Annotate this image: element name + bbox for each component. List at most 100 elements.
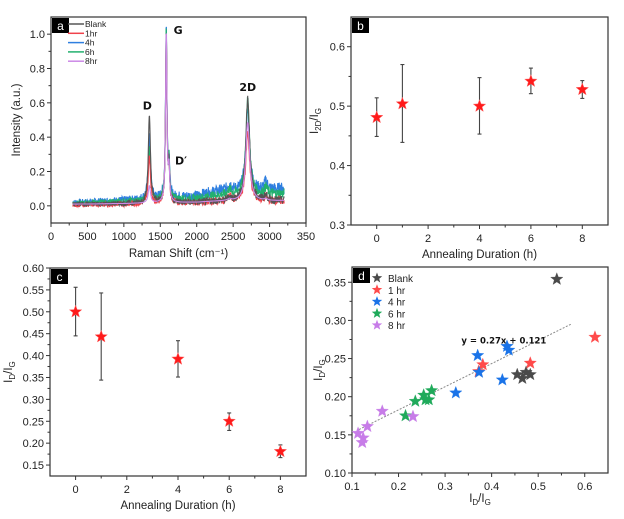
legend-label: 4h xyxy=(85,38,95,48)
legend-label: 1hr xyxy=(85,28,97,38)
y-tick-label: 0.50 xyxy=(23,307,44,319)
y-tick-label: 0.20 xyxy=(23,438,44,450)
y-tick-label: 0.6 xyxy=(30,98,45,110)
data-point-star xyxy=(524,73,538,88)
label-sub: G xyxy=(318,359,327,365)
x-tick-label: 0 xyxy=(374,233,380,245)
data-point-star xyxy=(395,96,410,110)
y-tick-label: 0.60 xyxy=(23,263,44,275)
label-slash: /I xyxy=(3,367,15,373)
x-tick-label: 0.3 xyxy=(437,481,452,493)
panel-label: a xyxy=(57,19,64,33)
series-line-blank xyxy=(72,34,285,208)
legend-label: 4 hr xyxy=(388,298,406,309)
x-tick-label: 6 xyxy=(226,484,232,496)
x-axis-label: Annealing Duration (h) xyxy=(422,249,537,261)
data-point-star xyxy=(523,356,537,369)
y-tick-label: 0.3 xyxy=(330,220,345,232)
y-tick-label: 0.25 xyxy=(325,354,346,366)
label-sub: G xyxy=(314,108,323,114)
label-main: I xyxy=(309,131,321,134)
y-tick-label: 0.6 xyxy=(330,42,345,54)
data-point-star xyxy=(575,82,590,96)
y-tick-label: 0.5 xyxy=(330,101,345,113)
data-point-star xyxy=(360,419,374,433)
y-tick-label: 0.40 xyxy=(23,351,44,363)
plot-frame xyxy=(351,266,609,474)
data-point-star xyxy=(523,367,537,381)
x-tick-label: 0.5 xyxy=(531,481,546,493)
y-tick-label: 1.0 xyxy=(30,29,45,41)
x-tick-label: 4 xyxy=(476,233,482,245)
data-point-star xyxy=(94,329,109,343)
legend-label: 6 hr xyxy=(388,309,406,320)
data-point-star xyxy=(550,272,564,285)
y-tick-label: 0.55 xyxy=(23,285,44,297)
x-tick-label: 0 xyxy=(48,231,54,243)
y-axis-label: I2D/IG xyxy=(309,108,323,134)
label-main: I xyxy=(3,380,15,383)
x-tick-label: 0.1 xyxy=(344,481,359,493)
x-tick-label: 1000 xyxy=(112,231,136,243)
y-tick-label: 0.35 xyxy=(325,277,346,289)
panel-b: 0 2 4 6 8 0.3 0.4 0.5 0.6 b Annealing Duration (h)… xyxy=(309,16,609,261)
panel-label-bg xyxy=(51,269,68,284)
data-point-star xyxy=(515,371,529,384)
data-point-star xyxy=(422,392,436,406)
y-tick-label: 0.15 xyxy=(325,430,346,442)
data-point-star xyxy=(171,351,185,365)
legend-label: 8 hr xyxy=(388,321,406,332)
x-tick-label: 500 xyxy=(78,231,96,243)
x-tick-label: 8 xyxy=(579,233,585,245)
data-point-star xyxy=(476,357,490,371)
data-point-star xyxy=(449,385,463,399)
x-axis-label: Annealing Duration (h) xyxy=(120,500,235,512)
x-tick-label: 8 xyxy=(277,484,283,496)
x-tick-label: 2 xyxy=(124,484,130,496)
data-point-star xyxy=(502,343,516,356)
y-tick-label: 0.25 xyxy=(23,416,44,428)
panel-a: 0 500 1000 1500 2000 2500 3000 350 0.0 0.2 0.4 0.6 0… xyxy=(11,16,315,260)
peak-label: D′ xyxy=(175,155,187,168)
label-main: I xyxy=(469,493,472,505)
peak-label: D xyxy=(143,100,152,113)
y-tick-label: 0.8 xyxy=(30,64,45,76)
y-tick-label: 0.30 xyxy=(23,394,44,406)
legend-label: Blank xyxy=(388,274,414,285)
label-slash: /I xyxy=(478,493,484,505)
x-tick-label: 0.2 xyxy=(391,481,406,493)
x-tick-label: 0 xyxy=(73,484,79,496)
label-main: I xyxy=(313,378,325,381)
legend-label: 8hr xyxy=(85,56,97,66)
series-line-8hr xyxy=(72,32,285,205)
x-tick-label: 2 xyxy=(425,233,431,245)
label-sub: 2D xyxy=(314,120,323,130)
label-sub: D xyxy=(472,498,478,507)
y-tick-label: 0.4 xyxy=(30,132,45,144)
data-point-star xyxy=(495,372,509,386)
y-tick-label: 0.10 xyxy=(325,468,346,480)
legend-label: Blank xyxy=(85,19,107,29)
fit-equation: y = 0.27x + 0.121 xyxy=(461,336,546,346)
data-point-star xyxy=(68,304,83,318)
legend-label: 1 hr xyxy=(388,286,406,297)
data-point-star xyxy=(355,435,369,449)
y-tick-label: 0.20 xyxy=(325,392,346,404)
y-axis-label: ID/IG xyxy=(3,361,17,383)
y-tick-label: 0.2 xyxy=(30,167,45,179)
x-tick-label: 350 xyxy=(297,231,315,243)
peak-label: G xyxy=(174,24,183,37)
x-tick-label: 0.4 xyxy=(484,481,499,493)
legend-marker xyxy=(371,296,383,307)
peak-label: 2D xyxy=(239,81,256,94)
label-slash: /I xyxy=(309,114,321,120)
panel-label: d xyxy=(358,269,365,283)
x-tick-label: 1500 xyxy=(148,231,172,243)
panel-label: b xyxy=(357,19,364,33)
label-sub: G xyxy=(485,498,491,507)
fit-line xyxy=(358,323,571,430)
panel-c: 0 2 4 6 8 0.15 0.20 0.25 0.30 0.35 0.40 0.45 0.50 0.5… xyxy=(3,263,307,512)
legend-marker xyxy=(371,284,383,295)
y-tick-label: 0.0 xyxy=(30,201,45,213)
panel-d: 0.1 0.2 0.3 0.4 0.5 0.6 0.10 0.15 0.20 0.25 0.30 0.… xyxy=(313,266,609,507)
